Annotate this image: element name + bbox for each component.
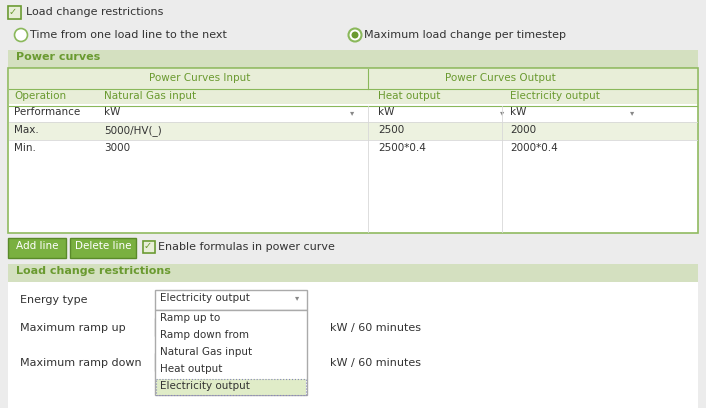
- Text: ▾: ▾: [295, 293, 299, 302]
- Text: ▾: ▾: [630, 108, 634, 117]
- Text: Power Curves Output: Power Curves Output: [445, 73, 556, 83]
- Text: Electricity output: Electricity output: [160, 293, 250, 303]
- Bar: [8, 50, 698, 68]
- Text: kW / 60 minutes: kW / 60 minutes: [330, 323, 421, 333]
- Text: Electricity output: Electricity output: [160, 381, 250, 391]
- Text: Delete line: Delete line: [75, 241, 131, 251]
- Bar: [9, 7, 20, 18]
- Bar: [8, 282, 698, 408]
- Bar: [70, 238, 136, 258]
- Text: ▾: ▾: [500, 108, 504, 117]
- Text: 2000*0.4: 2000*0.4: [510, 143, 558, 153]
- Bar: [8, 238, 66, 258]
- Text: Add line: Add line: [16, 241, 59, 251]
- Bar: [9, 140, 697, 158]
- Text: Energy type: Energy type: [20, 295, 88, 305]
- Text: Load change restrictions: Load change restrictions: [16, 266, 171, 276]
- Bar: [8, 264, 698, 282]
- Text: Operation: Operation: [14, 91, 66, 101]
- Text: 3000: 3000: [104, 143, 130, 153]
- Text: Max.: Max.: [14, 125, 39, 135]
- Text: Maximum ramp down: Maximum ramp down: [20, 358, 142, 368]
- Bar: [155, 290, 307, 310]
- Text: kW: kW: [104, 107, 121, 117]
- Text: Heat output: Heat output: [378, 91, 441, 101]
- Text: 2500*0.4: 2500*0.4: [378, 143, 426, 153]
- Text: ✓: ✓: [9, 7, 17, 17]
- Text: Ramp up to: Ramp up to: [160, 313, 220, 323]
- Text: kW: kW: [510, 107, 527, 117]
- Circle shape: [15, 29, 28, 42]
- Circle shape: [349, 29, 361, 42]
- Text: kW: kW: [378, 107, 395, 117]
- Bar: [9, 122, 697, 140]
- Text: kW / 60 minutes: kW / 60 minutes: [330, 358, 421, 368]
- Bar: [8, 6, 21, 19]
- Text: Performance: Performance: [14, 107, 80, 117]
- Text: 5000/HV(_): 5000/HV(_): [104, 125, 162, 136]
- Bar: [9, 69, 697, 89]
- Circle shape: [352, 31, 359, 38]
- Bar: [9, 104, 697, 122]
- Text: Electricity output: Electricity output: [510, 91, 600, 101]
- Text: Time from one load line to the next: Time from one load line to the next: [30, 30, 227, 40]
- Bar: [143, 241, 155, 253]
- Bar: [156, 379, 306, 395]
- Text: Load change restrictions: Load change restrictions: [26, 7, 163, 17]
- Text: Enable formulas in power curve: Enable formulas in power curve: [158, 242, 335, 252]
- Text: 2500: 2500: [378, 125, 405, 135]
- Bar: [155, 310, 307, 395]
- Bar: [9, 88, 697, 106]
- Bar: [155, 353, 245, 371]
- Bar: [156, 379, 306, 395]
- Text: Maximum load change per timestep: Maximum load change per timestep: [364, 30, 566, 40]
- Text: Power curves: Power curves: [16, 52, 100, 62]
- Text: ▾: ▾: [350, 108, 354, 117]
- Text: Ramp down from: Ramp down from: [160, 330, 249, 340]
- Text: Maximum ramp up: Maximum ramp up: [20, 323, 126, 333]
- Text: ✓: ✓: [144, 241, 152, 251]
- Text: Heat output: Heat output: [160, 364, 222, 374]
- Text: Power Curves Input: Power Curves Input: [149, 73, 251, 83]
- Text: Min.: Min.: [14, 143, 36, 153]
- Text: 2000: 2000: [510, 125, 536, 135]
- Bar: [144, 242, 154, 252]
- Text: Natural Gas input: Natural Gas input: [104, 91, 196, 101]
- Text: Natural Gas input: Natural Gas input: [160, 347, 252, 357]
- Bar: [8, 68, 698, 233]
- Bar: [155, 318, 245, 336]
